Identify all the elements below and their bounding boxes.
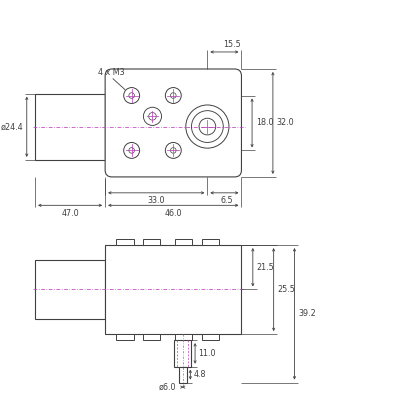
Text: 11.0: 11.0: [198, 349, 216, 358]
Text: ø6.0: ø6.0: [158, 382, 176, 392]
Bar: [116, 239, 134, 245]
Text: 15.5: 15.5: [223, 40, 241, 48]
Text: 6.5: 6.5: [220, 196, 233, 205]
Bar: [175, 334, 192, 340]
Bar: [202, 239, 219, 245]
Bar: [174, 340, 191, 367]
Text: 46.0: 46.0: [164, 209, 182, 218]
Bar: [143, 334, 160, 340]
Text: 39.2: 39.2: [298, 309, 316, 318]
Bar: [35, 94, 105, 160]
Bar: [35, 260, 105, 319]
Text: 4 x M3: 4 x M3: [98, 68, 124, 76]
Bar: [105, 245, 242, 334]
Bar: [143, 239, 160, 245]
Bar: [116, 334, 134, 340]
FancyBboxPatch shape: [105, 69, 242, 177]
Text: 21.5: 21.5: [257, 263, 274, 272]
Text: 33.0: 33.0: [148, 196, 165, 205]
Bar: [179, 367, 186, 382]
Text: 4.8: 4.8: [194, 370, 206, 379]
Bar: [202, 334, 219, 340]
Text: 25.5: 25.5: [278, 285, 295, 294]
Text: 32.0: 32.0: [277, 118, 294, 128]
Bar: [175, 239, 192, 245]
Text: ø24.4: ø24.4: [1, 122, 24, 131]
Text: 18.0: 18.0: [256, 118, 273, 128]
Text: 47.0: 47.0: [61, 209, 79, 218]
